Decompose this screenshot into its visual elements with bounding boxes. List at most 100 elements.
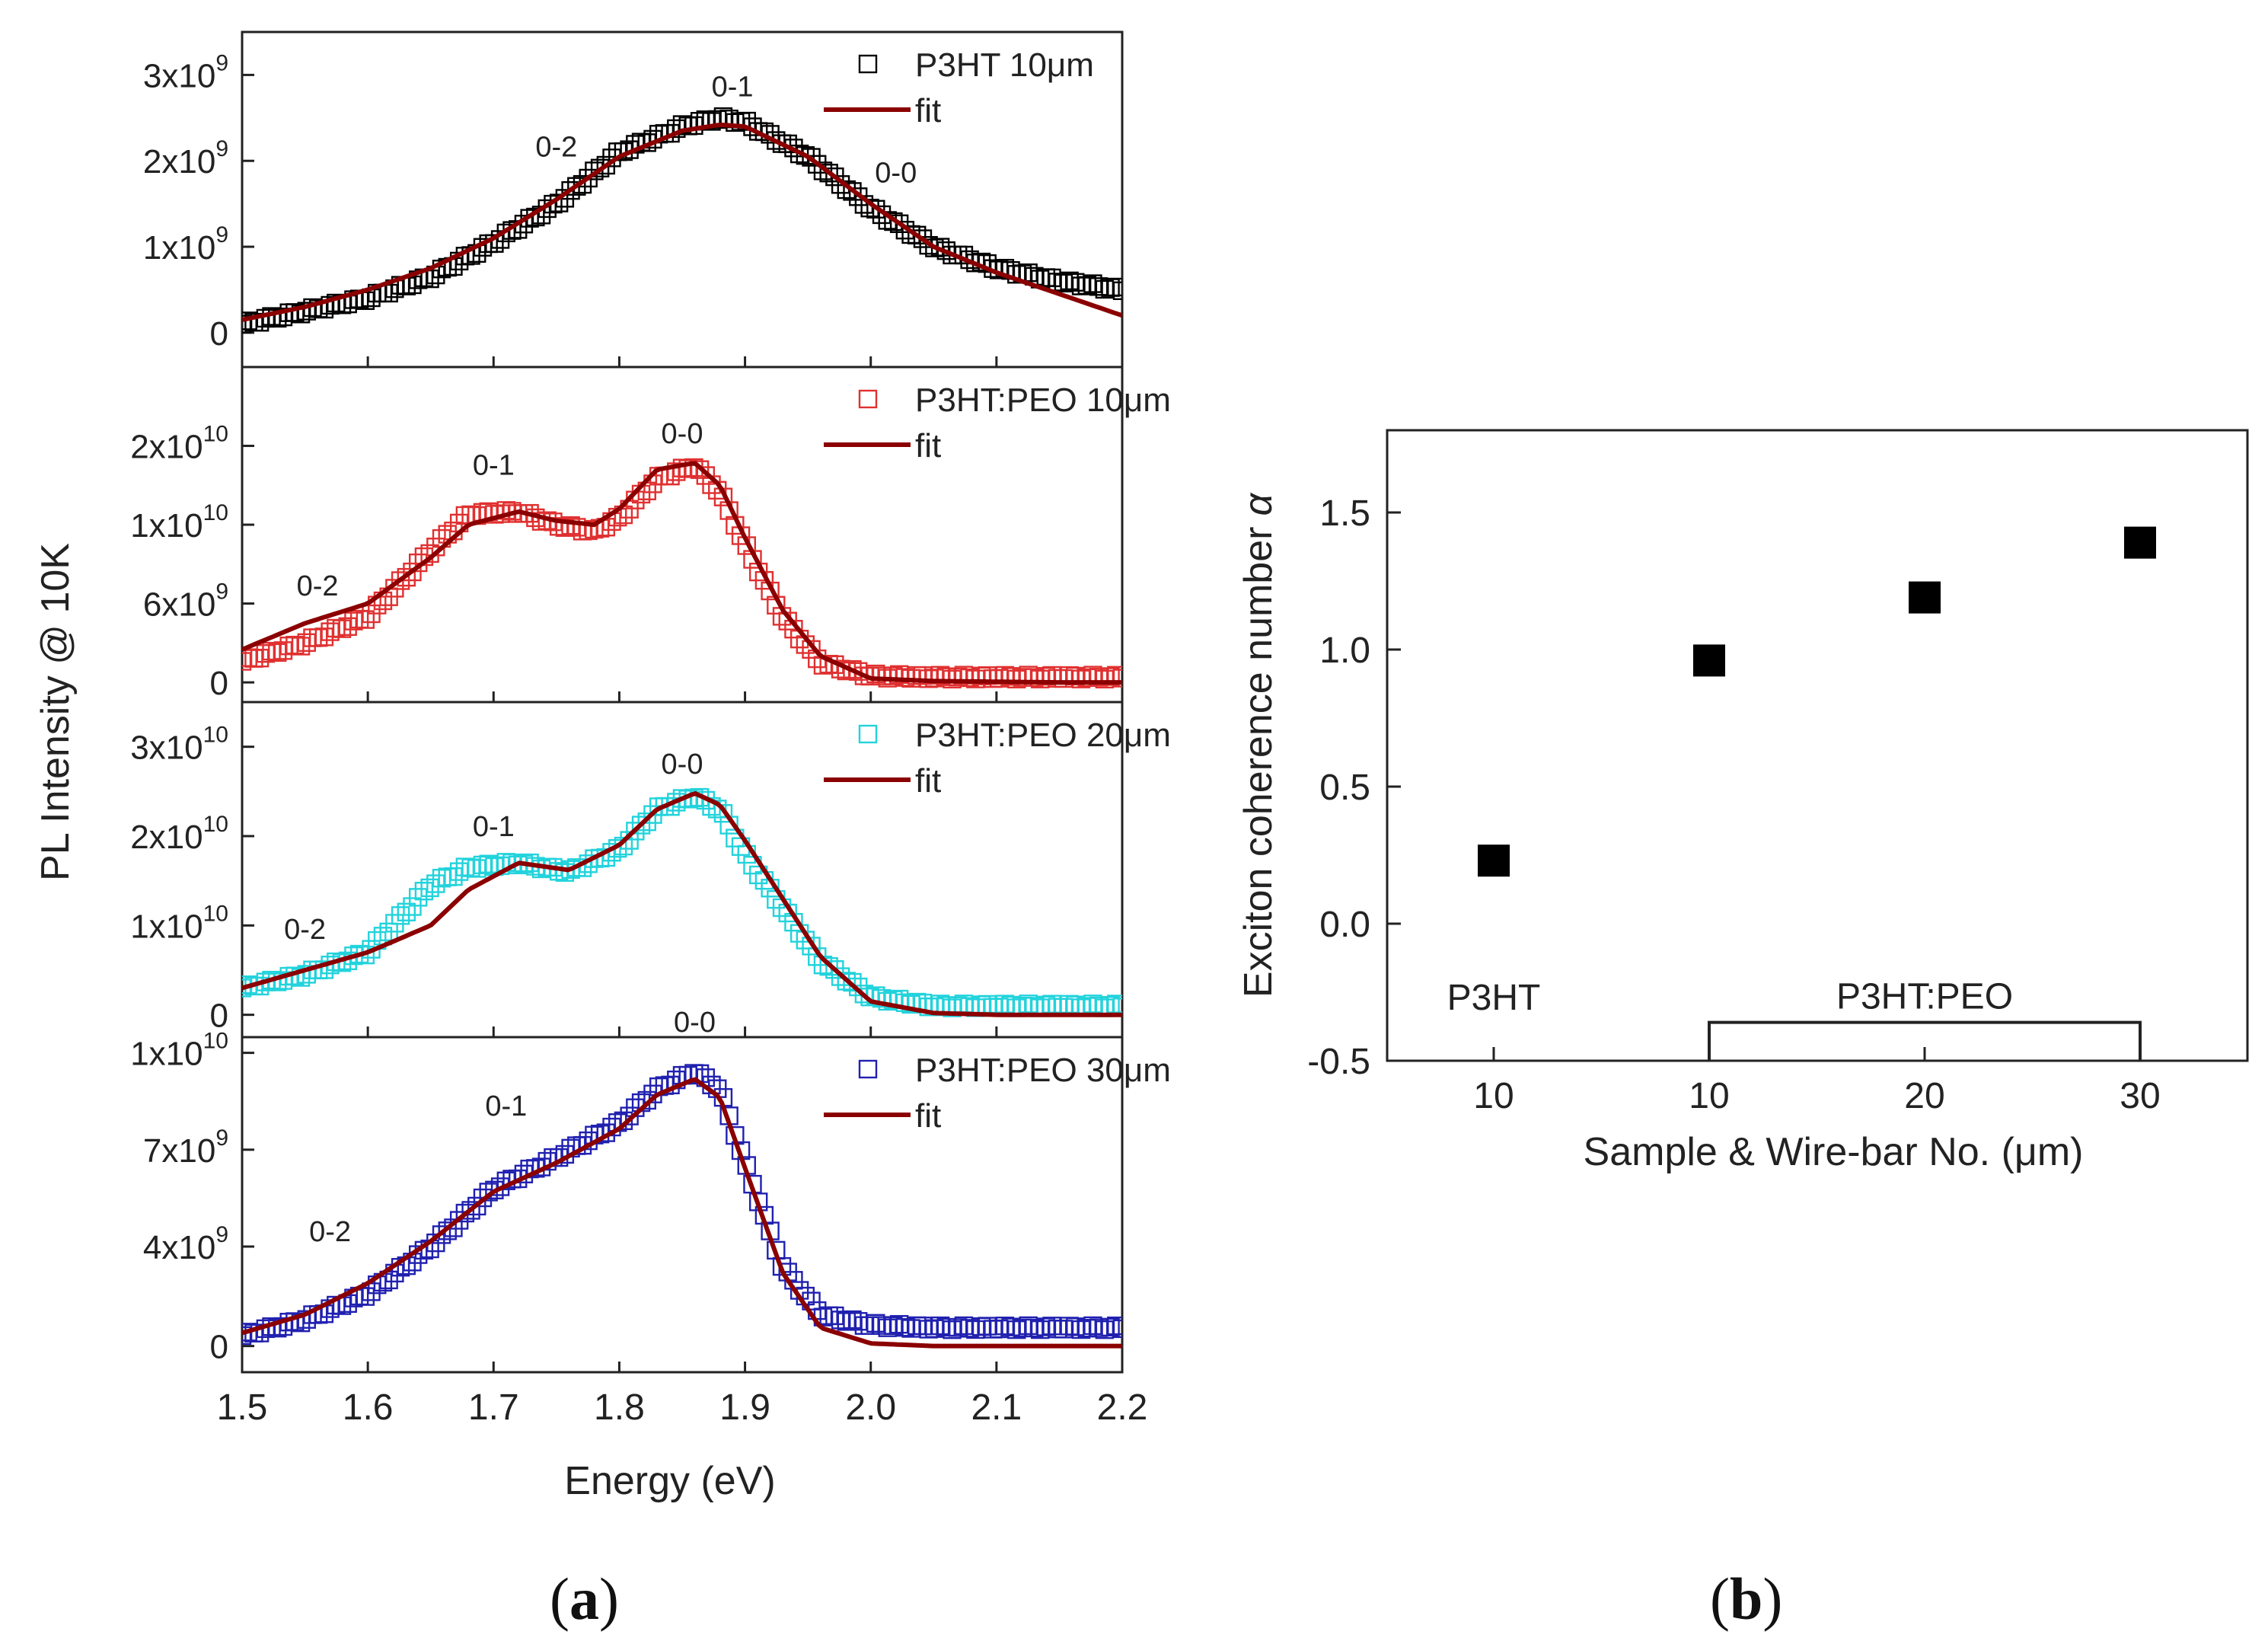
y-tick-exponent: 9 bbox=[215, 222, 228, 247]
data-marker bbox=[819, 1306, 838, 1325]
data-marker bbox=[837, 972, 856, 991]
data-markers bbox=[242, 1064, 1122, 1346]
y-tick-label: 0 bbox=[210, 665, 228, 702]
y-tick-label: 7x109 bbox=[143, 1125, 228, 1170]
legend-data-label: P3HT 10μm bbox=[915, 46, 1094, 84]
fit-curve bbox=[242, 1077, 1122, 1349]
data-marker bbox=[802, 937, 821, 956]
data-marker bbox=[438, 1221, 457, 1240]
x-tick-label: 1.5 bbox=[217, 1387, 268, 1428]
y-tick-label: -0.5 bbox=[1307, 1042, 1370, 1082]
data-marker bbox=[461, 1201, 480, 1220]
data-marker bbox=[713, 803, 733, 823]
data-marker bbox=[561, 180, 580, 200]
legend-marker bbox=[858, 724, 878, 744]
data-marker bbox=[825, 1306, 844, 1326]
y-tick-label: 0.0 bbox=[1319, 905, 1370, 945]
data-marker bbox=[308, 628, 328, 647]
y-tick-mantissa: 3x10 bbox=[130, 730, 203, 767]
y-tick-mantissa: 0 bbox=[210, 1329, 228, 1366]
panel-frame bbox=[241, 1036, 1124, 1374]
x-axis-label-a: Energy (eV) bbox=[564, 1459, 775, 1503]
x-tick-label: 20 bbox=[1904, 1076, 1944, 1116]
x-tick-label: 1.6 bbox=[343, 1387, 394, 1428]
y-tick-label: 3x1010 bbox=[130, 723, 228, 767]
data-marker bbox=[573, 174, 592, 194]
data-marker bbox=[449, 862, 469, 881]
data-marker bbox=[831, 967, 850, 986]
data-marker bbox=[631, 816, 651, 835]
y-tick-label: 6x109 bbox=[143, 579, 228, 624]
data-marker bbox=[420, 269, 439, 289]
x-tick-label: 2.0 bbox=[845, 1387, 896, 1428]
data-marker bbox=[438, 867, 457, 886]
group-label: P3HT:PEO bbox=[1836, 977, 2013, 1017]
data-marker bbox=[1107, 277, 1122, 297]
peak-label-0-2: 0-2 bbox=[535, 132, 577, 164]
x-tick-label: 2.1 bbox=[971, 1387, 1022, 1428]
y-tick-mantissa: 3x10 bbox=[143, 57, 215, 94]
legend-marker bbox=[858, 389, 878, 409]
data-marker bbox=[843, 182, 862, 201]
peak-label-0-0: 0-0 bbox=[674, 1007, 716, 1039]
fit-curve bbox=[242, 122, 1122, 322]
y-axis-label-a: PL Intensity @ 10K bbox=[33, 543, 78, 881]
data-marker bbox=[637, 1090, 656, 1110]
data-markers bbox=[242, 458, 1122, 689]
group-bracket bbox=[1708, 1020, 2142, 1061]
y-axis-label-b: Exciton coherence number α bbox=[1236, 493, 1281, 998]
y-tick-exponent: 9 bbox=[215, 50, 228, 75]
data-marker bbox=[1107, 1316, 1122, 1336]
data-marker bbox=[789, 144, 809, 164]
peak-label-0-1: 0-1 bbox=[485, 1090, 527, 1122]
data-marker bbox=[819, 164, 838, 183]
legend-fit-label: fit bbox=[915, 1097, 941, 1135]
x-axis-label-b: Sample & Wire-bar No. (μm) bbox=[1584, 1130, 2084, 1174]
legend-fit-label: fit bbox=[915, 427, 941, 465]
data-marker bbox=[819, 956, 838, 976]
data-marker bbox=[1101, 1317, 1120, 1337]
peak-label-0-1: 0-1 bbox=[473, 449, 515, 481]
y-tick-mantissa: 1x10 bbox=[130, 507, 203, 544]
data-marker bbox=[449, 1211, 469, 1230]
y-tick-label: 1.0 bbox=[1319, 631, 1370, 671]
data-marker bbox=[356, 610, 375, 629]
data-point bbox=[1693, 644, 1725, 677]
x-tick-label: 2.2 bbox=[1097, 1387, 1148, 1428]
y-tick-exponent: 10 bbox=[203, 901, 228, 926]
fit-curve bbox=[242, 461, 1122, 685]
y-tick-exponent: 9 bbox=[215, 1125, 228, 1151]
data-marker bbox=[843, 972, 862, 992]
data-point bbox=[1478, 844, 1510, 877]
data-marker bbox=[397, 567, 416, 587]
data-marker bbox=[1112, 281, 1122, 300]
legend-marker bbox=[858, 1059, 878, 1079]
y-tick-mantissa: 4x10 bbox=[143, 1229, 215, 1266]
data-marker bbox=[520, 209, 539, 228]
data-marker bbox=[356, 1287, 375, 1306]
fit-curve bbox=[242, 790, 1122, 1017]
data-marker bbox=[1042, 268, 1061, 288]
caption-b-letter: b bbox=[1729, 1566, 1763, 1632]
y-tick-mantissa: 1x10 bbox=[130, 1036, 203, 1073]
peak-label-0-0: 0-0 bbox=[662, 418, 703, 450]
data-point bbox=[1909, 581, 1941, 614]
data-marker bbox=[420, 878, 439, 898]
y-tick-mantissa: 0 bbox=[210, 998, 228, 1035]
data-marker bbox=[414, 882, 434, 901]
y-tick-label: 1.5 bbox=[1319, 493, 1370, 534]
data-marker bbox=[802, 148, 821, 167]
y-tick-label: 3x109 bbox=[143, 50, 228, 94]
y-tick-exponent: 10 bbox=[203, 500, 228, 525]
data-point bbox=[2124, 526, 2156, 559]
caption-b: (b) bbox=[1710, 1566, 1783, 1632]
chart-b: Exciton coherence number α Sample & Wire-… bbox=[1236, 429, 2249, 1174]
y-tick-exponent: 9 bbox=[215, 1222, 228, 1247]
data-marker bbox=[467, 859, 486, 878]
data-marker bbox=[455, 1203, 475, 1223]
y-tick-label: 1x1010 bbox=[130, 500, 228, 544]
peak-label-0-0: 0-0 bbox=[662, 749, 703, 781]
data-marker bbox=[596, 155, 616, 175]
